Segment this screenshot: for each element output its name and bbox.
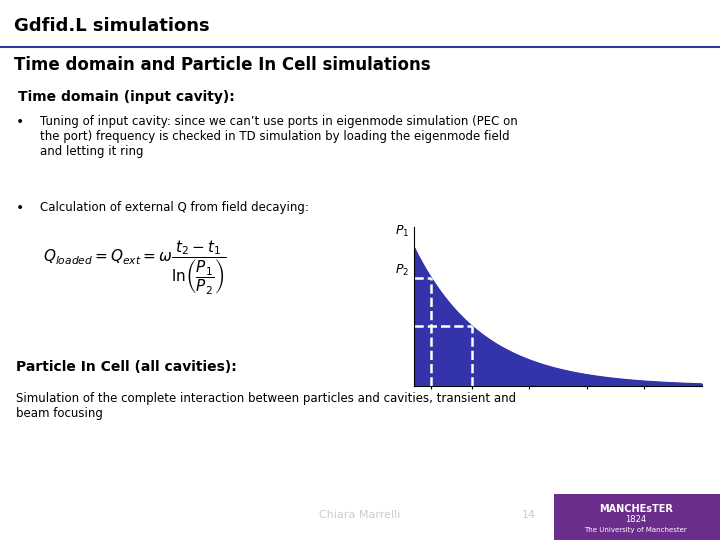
- Text: CERN: CERN: [21, 508, 44, 517]
- Text: •: •: [16, 115, 24, 129]
- Text: $P_1$: $P_1$: [395, 224, 409, 239]
- Text: $P_2$: $P_2$: [395, 263, 409, 278]
- Text: The University of Manchester: The University of Manchester: [585, 527, 687, 533]
- Text: Tuning of input cavity: since we can’t use ports in eigenmode simulation (PEC on: Tuning of input cavity: since we can’t u…: [40, 115, 518, 158]
- Text: MANCHEsTER: MANCHEsTER: [599, 504, 672, 514]
- Text: $t_2$: $t_2$: [478, 357, 490, 373]
- Text: $t_1$: $t_1$: [436, 357, 448, 373]
- Text: Calculation of external Q from field decaying:: Calculation of external Q from field dec…: [40, 201, 308, 214]
- Text: Gdfid.L simulations: Gdfid.L simulations: [14, 17, 210, 36]
- Text: Particle In Cell (all cavities):: Particle In Cell (all cavities):: [16, 360, 237, 374]
- Bar: [554, 494, 720, 540]
- Text: $Q_{loaded} = Q_{ext} = \omega \dfrac{t_2 - t_1}{\ln\!\left(\dfrac{P_1}{P_2}\rig: $Q_{loaded} = Q_{ext} = \omega \dfrac{t_…: [43, 239, 227, 297]
- Text: Simulation of the complete interaction between particles and cavities, transient: Simulation of the complete interaction b…: [16, 393, 516, 421]
- Text: •: •: [16, 201, 24, 215]
- Text: Time domain (input cavity):: Time domain (input cavity):: [18, 90, 235, 104]
- Text: Time domain and Particle In Cell simulations: Time domain and Particle In Cell simulat…: [14, 56, 431, 73]
- Text: 14: 14: [522, 510, 536, 520]
- Text: Chiara Marrelli: Chiara Marrelli: [319, 510, 401, 520]
- Text: 1824: 1824: [625, 515, 647, 524]
